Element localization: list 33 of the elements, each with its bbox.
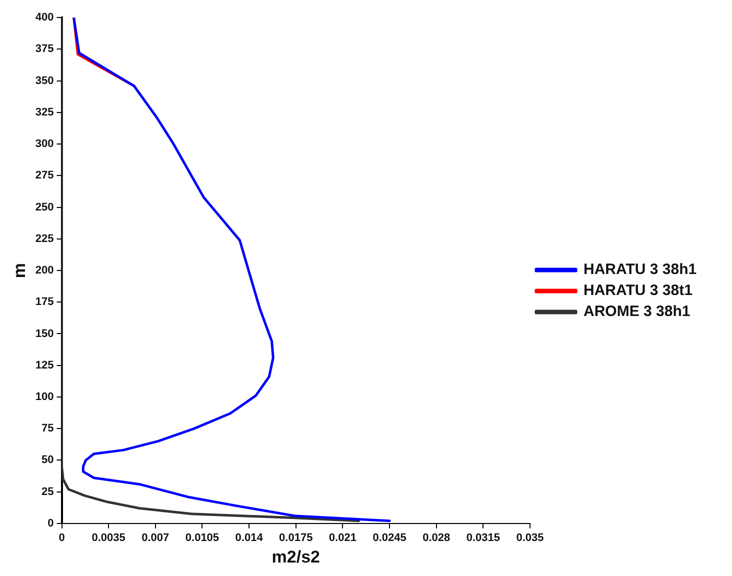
- y-tick-label: 175: [35, 296, 54, 308]
- x-tick-label: 0.007: [142, 532, 170, 544]
- legend-label: AROME 3 38h1: [584, 303, 690, 320]
- y-tick-label: 0: [48, 517, 54, 530]
- x-tick-label: 0.0315: [466, 532, 500, 544]
- y-tick-label: 225: [35, 232, 54, 245]
- x-tick-label: 0.0175: [279, 532, 313, 544]
- x-tick-label: 0.021: [328, 532, 356, 544]
- x-tick-label: 0.014: [235, 532, 264, 544]
- y-tick-label: 125: [35, 359, 54, 372]
- y-tick-label: 275: [35, 170, 54, 182]
- y-tick-label: 300: [35, 138, 54, 150]
- y-tick-label: 75: [42, 422, 54, 435]
- y-tick-label: 400: [35, 12, 54, 24]
- y-axis-title: m: [10, 262, 29, 278]
- y-tick-label: 200: [35, 264, 54, 277]
- y-tick-label: 50: [42, 454, 54, 466]
- x-tick-label: 0.0245: [372, 532, 406, 544]
- x-tick-label: 0.0105: [185, 532, 220, 544]
- x-tick-label: 0: [58, 532, 65, 544]
- legend-label: HARATU 3 38h1: [584, 261, 697, 278]
- y-tick-label: 350: [35, 74, 54, 87]
- y-tick-label: 100: [35, 390, 54, 403]
- y-tick-label: 375: [35, 43, 54, 56]
- x-tick-label: 0.0035: [92, 532, 126, 544]
- y-tick-label: 150: [35, 328, 54, 340]
- y-tick-label: 25: [42, 486, 54, 498]
- y-tick-label: 250: [35, 201, 54, 214]
- x-axis-title: m2/s2: [272, 547, 320, 566]
- legend-label: HARATU 3 38t1: [584, 282, 692, 300]
- x-tick-label: 0.035: [516, 532, 544, 544]
- y-tick-label: 325: [35, 106, 54, 118]
- x-tick-label: 0.028: [422, 532, 450, 544]
